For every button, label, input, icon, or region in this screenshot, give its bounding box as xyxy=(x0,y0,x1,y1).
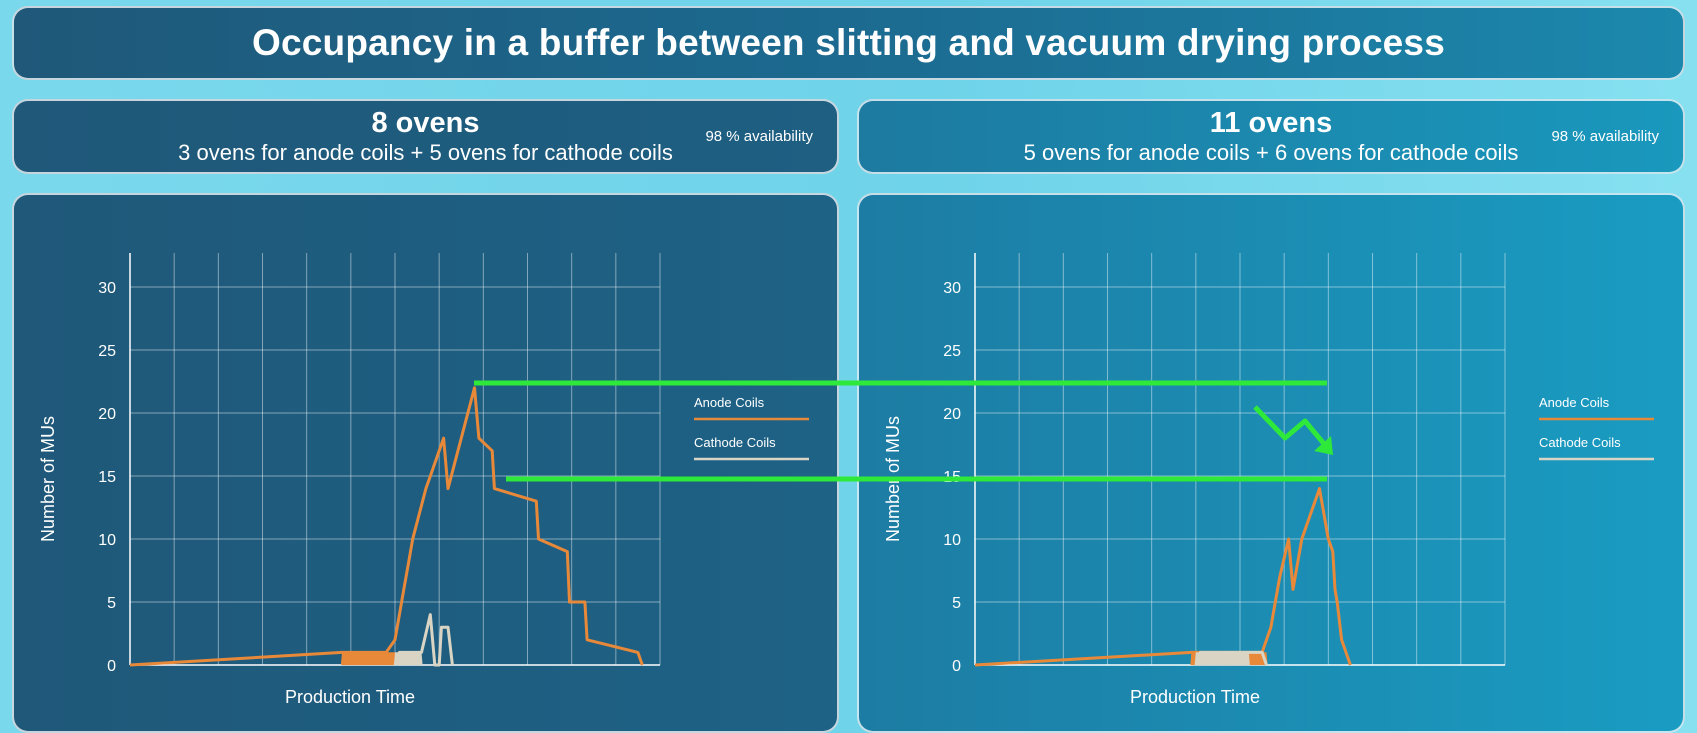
right-panel-availability: 98 % availability xyxy=(1551,128,1659,145)
left-panel-heads: 8 ovens 3 ovens for anode coils + 5 oven… xyxy=(14,107,837,167)
right-chart: 0 5 10 15 20 25 30 Production Time Number of MUs… xyxy=(883,253,1654,707)
y-tick-label: 5 xyxy=(952,595,961,612)
y-tick-label: 25 xyxy=(943,343,961,360)
y-tick-label: 20 xyxy=(98,406,116,423)
legend-label-cathode-coils: Cathode Coils xyxy=(694,435,776,450)
left-panel-header: 8 ovens 3 ovens for anode coils + 5 oven… xyxy=(12,99,839,174)
y-tick-label: 0 xyxy=(107,658,116,675)
right-chart-panel: 0 5 10 15 20 25 30 Production Time Number of MUs… xyxy=(857,193,1685,733)
legend-label-anode-coils: Anode Coils xyxy=(694,395,765,410)
series-line-anode-coils xyxy=(974,487,1352,667)
left-chart-panel: 0 5 10 15 20 25 30 Production Time Number of MUs… xyxy=(12,193,839,733)
legend-label-anode-coils: Anode Coils xyxy=(1539,395,1610,410)
y-tick-label: 20 xyxy=(943,406,961,423)
right-panel-header: 11 ovens 5 ovens for anode coils + 6 ove… xyxy=(857,99,1685,174)
y-tick-label: 0 xyxy=(952,658,961,675)
series-noise-cathode xyxy=(1194,652,1250,666)
page-title: Occupancy in a buffer between slitting a… xyxy=(252,22,1445,63)
x-axis-label: Production Time xyxy=(285,687,415,707)
series-noise-anode xyxy=(340,652,397,666)
title-bar: Occupancy in a buffer between slitting a… xyxy=(12,6,1685,80)
y-axis-label: Number of MUs xyxy=(883,416,903,542)
y-tick-label: 30 xyxy=(943,280,961,297)
x-axis-label: Production Time xyxy=(1130,687,1260,707)
left-panel-availability: 98 % availability xyxy=(705,128,813,145)
left-panel-subheading: 3 ovens for anode coils + 5 ovens for ca… xyxy=(178,140,673,165)
y-tick-label: 10 xyxy=(943,532,961,549)
y-tick-label: 10 xyxy=(98,532,116,549)
right-panel-heading: 11 ovens xyxy=(1209,107,1333,139)
right-panel-subheading: 5 ovens for anode coils + 6 ovens for ca… xyxy=(1023,140,1519,165)
left-panel-heading: 8 ovens xyxy=(371,107,480,139)
series-line-cathode-coils xyxy=(393,613,454,667)
right-panel-heads: 11 ovens 5 ovens for anode coils + 6 ove… xyxy=(859,107,1683,167)
y-tick-label: 15 xyxy=(943,469,961,486)
legend-label-cathode-coils: Cathode Coils xyxy=(1539,435,1621,450)
y-tick-label: 5 xyxy=(107,595,116,612)
y-tick-label: 30 xyxy=(98,280,116,297)
y-tick-label: 15 xyxy=(98,469,116,486)
y-tick-label: 25 xyxy=(98,343,116,360)
left-chart: 0 5 10 15 20 25 30 Production Time Number of MUs… xyxy=(38,253,809,707)
series-line-cathode-coils xyxy=(1194,650,1268,666)
series-noise-cathode xyxy=(393,652,423,666)
y-axis-label: Number of MUs xyxy=(38,416,58,542)
series-line-anode-coils xyxy=(129,386,644,667)
